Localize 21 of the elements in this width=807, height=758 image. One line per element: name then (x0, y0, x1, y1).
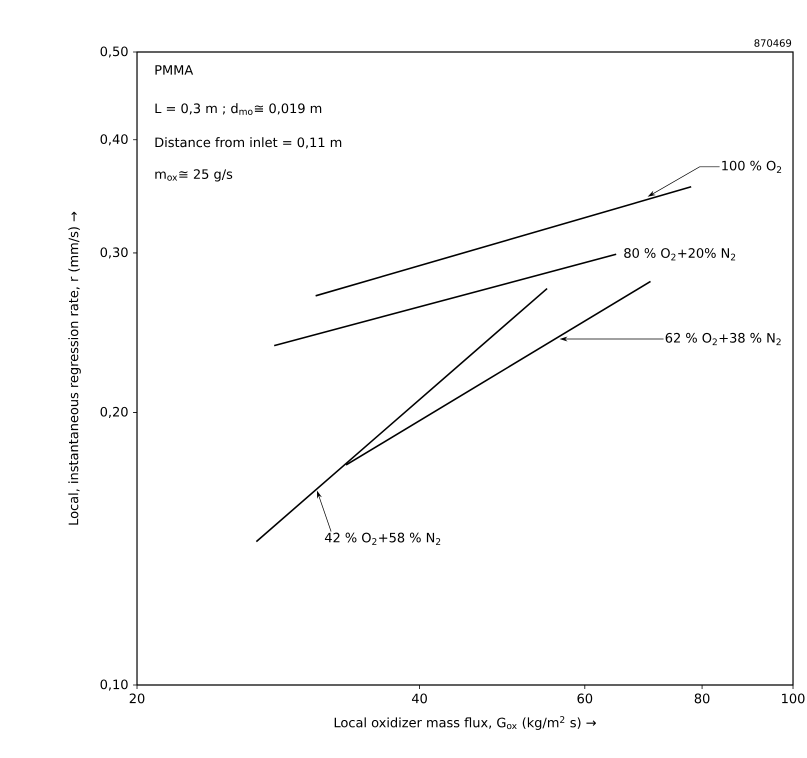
x-tick-label: 60 (577, 694, 592, 704)
annotation: PMMA (155, 65, 194, 75)
text: 870469 (754, 39, 792, 47)
y-tick-label: 0,50 (100, 46, 128, 58)
y-tick-label: 0,10 (100, 679, 128, 691)
x-tick-label: 80 (694, 694, 710, 704)
annotation: 62 % O$_{2}$+38 % N$_{2}$ (666, 332, 781, 346)
x-axis-title: Local oxidizer mass flux, G$_{ox}$ (kg/m$^{2}$ s) → (334, 716, 596, 730)
y-axis-title: Local, instantaneous regression rate, r (mm/s) → (68, 212, 81, 525)
x-tick-label: 40 (412, 694, 427, 704)
y-tick-label: 0,30 (100, 247, 128, 258)
annotation: 80 % O$_{2}$+20% N$_{2}$ (624, 248, 736, 260)
annotation: m$_{ox}$≅ 25 g/s (155, 169, 232, 182)
annotation: 42 % O$_{2}$+58 % N$_{2}$ (324, 532, 440, 545)
annotation: L = 0,3 m ; d$_{mo}$≅ 0,019 m (155, 103, 322, 115)
x-tick-label: 100 (782, 694, 805, 704)
y-tick-label: 0,40 (100, 134, 128, 146)
y-tick-label: 0,20 (100, 406, 128, 418)
x-tick-label: 20 (130, 694, 144, 704)
annotation: Distance from inlet = 0,11 m (155, 137, 342, 149)
annotation: 100 % O$_{2}$ (722, 160, 782, 173)
